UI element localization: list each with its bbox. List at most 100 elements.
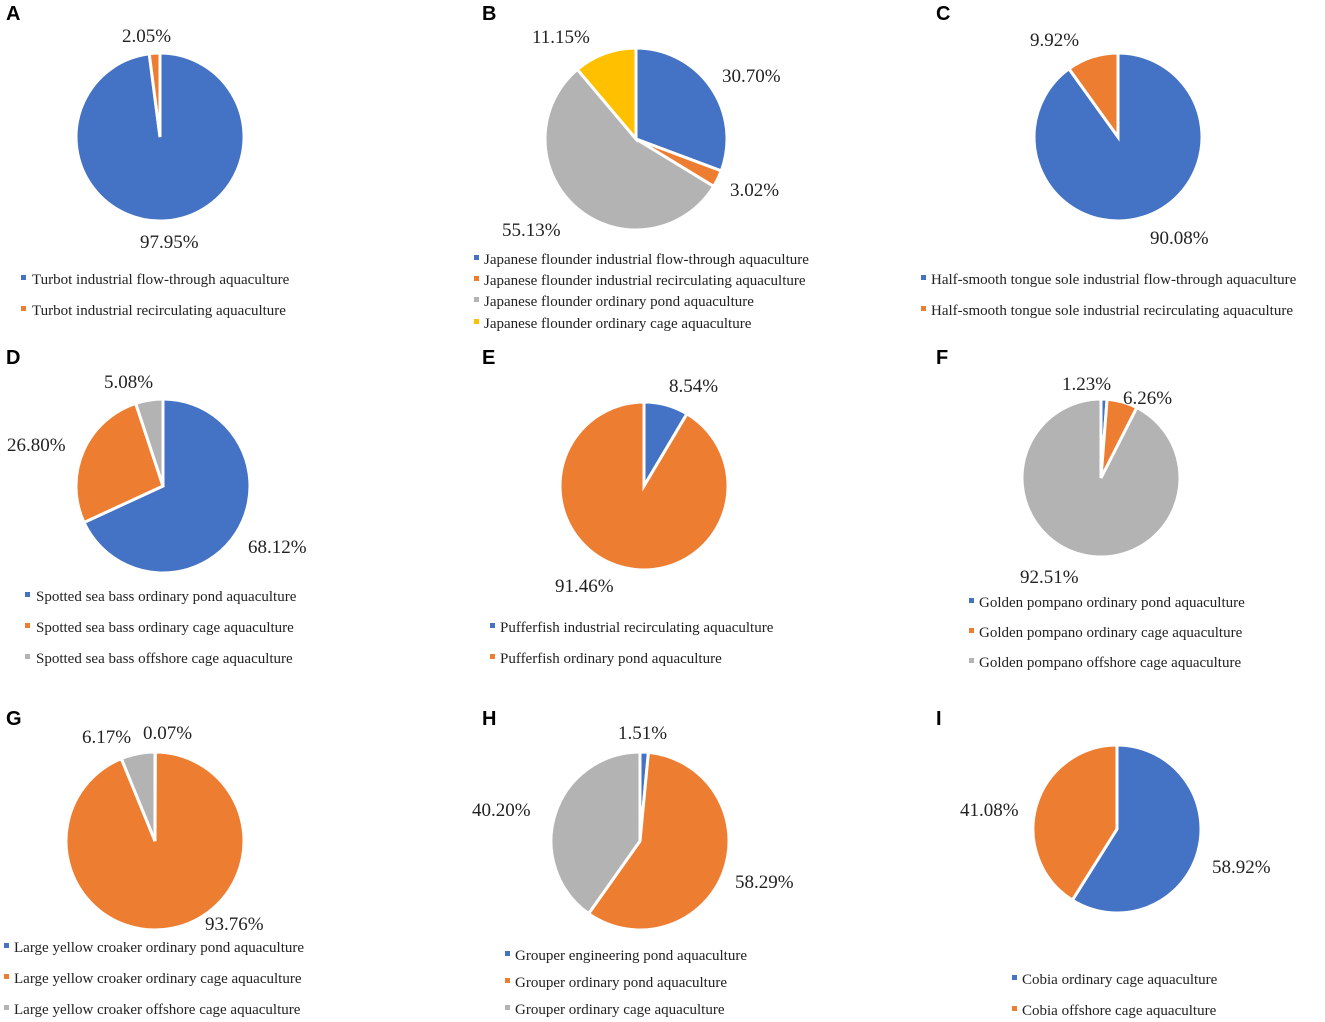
legend-swatch-i-1 [1012,1006,1017,1011]
pct-label-h-pond: 58.29% [735,872,794,893]
legend-text-c-1: Half-smooth tongue sole industrial recir… [931,303,1293,319]
panel-letter-c: C [936,3,950,25]
pie-slice-d-1 [74,401,165,525]
legend-text-b-0: Japanese flounder industrial flow-throug… [484,252,809,268]
legend-swatch-b-3 [474,319,479,324]
legend-e: Pufferfish industrial recirculating aqua… [490,620,774,667]
legend-text-a-1: Turbot industrial recirculating aquacult… [32,303,286,319]
pct-label-d-cage: 26.80% [7,435,66,456]
panel-letter-e: E [482,347,495,369]
pie-i [1031,743,1203,915]
panel-letter-g: G [6,708,22,730]
pct-label-d-pond: 68.12% [248,537,307,558]
pct-label-g-cage: 93.76% [205,914,264,935]
legend-swatch-b-1 [474,276,479,281]
legend-text-b-1: Japanese flounder industrial recirculati… [484,273,806,289]
legend-swatch-g-2 [4,1005,9,1010]
panel-b: B 11.15% 30.70% 3.02% 55.13% Japanese fl… [474,3,809,332]
legend-swatch-e-1 [490,654,495,659]
legend-i: Cobia ordinary cage aquaculture Cobia of… [1012,972,1218,1019]
legend-swatch-h-0 [505,951,510,956]
pie-f [1020,397,1182,559]
legend-swatch-i-0 [1012,975,1017,980]
panel-h: H 1.51% 40.20% 58.29% Grouper engineerin… [472,708,794,1018]
pie-g [64,750,246,932]
legend-text-d-2: Spotted sea bass offshore cage aquacultu… [36,651,293,667]
panel-letter-a: A [6,3,20,25]
legend-text-b-3: Japanese flounder ordinary cage aquacult… [484,316,752,332]
legend-g: Large yellow croaker ordinary pond aquac… [4,940,304,1018]
legend-text-h-1: Grouper ordinary pond aquaculture [515,975,727,991]
pie-a [74,51,246,223]
legend-swatch-h-1 [505,978,510,983]
pie-slice-b-3 [575,46,638,144]
pct-label-h-engineering: 1.51% [618,723,667,744]
legend-swatch-d-0 [25,592,30,597]
legend-swatch-c-1 [921,306,926,311]
legend-swatch-f-2 [969,658,974,663]
legend-swatch-b-2 [474,297,479,302]
panel-letter-f: F [936,347,948,369]
panel-a: A 2.05% 97.95% Turbot industrial flow-th… [6,3,290,319]
panel-f: F 1.23% 6.26% 92.51% Golden pompano ordi… [936,347,1245,671]
panel-d: D 5.08% 26.80% 68.12% Spotted sea bass o… [6,347,307,667]
legend-c: Half-smooth tongue sole industrial flow-… [921,272,1297,319]
panel-c: C 9.92% 90.08% Half-smooth tongue sole i… [921,3,1297,319]
pie-slice-c-1 [1066,51,1120,142]
pie-h [549,750,731,932]
legend-text-g-0: Large yellow croaker ordinary pond aquac… [14,940,304,956]
pct-label-f-pond: 1.23% [1062,374,1111,395]
legend-text-g-1: Large yellow croaker ordinary cage aquac… [14,971,302,987]
pct-label-i-ordinary: 58.92% [1212,857,1271,878]
pct-label-b-cage: 11.15% [532,27,590,48]
legend-text-e-1: Pufferfish ordinary pond aquaculture [500,651,722,667]
pct-label-g-pond: 0.07% [143,723,192,744]
legend-text-f-0: Golden pompano ordinary pond aquaculture [979,595,1245,611]
legend-text-g-2: Large yellow croaker offshore cage aquac… [14,1002,301,1018]
legend-swatch-a-1 [21,306,26,311]
legend-swatch-c-0 [921,275,926,280]
pie-slice-e-1 [558,400,730,572]
pct-label-e-recirculating: 8.54% [669,376,718,397]
pct-label-e-pond: 91.46% [555,576,614,597]
pie-slice-b-0 [634,46,729,173]
pie-d [74,397,252,575]
pct-label-b-flow-through: 30.70% [722,66,781,87]
pct-label-f-cage: 6.26% [1123,388,1172,409]
pct-label-b-pond: 55.13% [502,220,561,241]
pct-label-b-recirculating: 3.02% [730,180,779,201]
pie-slice-i-0 [1070,743,1203,915]
legend-swatch-b-0 [474,255,479,260]
pie-slice-d-2 [133,397,165,487]
panel-letter-i: I [936,708,942,730]
pie-slice-d-0 [82,397,252,575]
pie-b [543,46,729,232]
pct-label-g-offshore: 6.17% [82,727,131,748]
pie-slice-f-2 [1020,397,1182,559]
legend-text-i-1: Cobia offshore cage aquaculture [1022,1003,1217,1019]
legend-swatch-h-2 [505,1005,510,1010]
pie-slice-a-1 [147,51,162,138]
pie-slice-h-1 [586,750,731,932]
pct-label-d-offshore: 5.08% [104,372,153,393]
legend-swatch-g-0 [4,943,9,948]
pie-e [558,400,730,572]
legend-text-a-0: Turbot industrial flow-through aquacultu… [32,272,290,288]
legend-b: Japanese flounder industrial flow-throug… [474,252,809,332]
pie-slice-g-2 [119,750,157,842]
pct-label-f-offshore: 92.51% [1020,567,1079,588]
legend-text-h-0: Grouper engineering pond aquaculture [515,948,747,964]
legend-swatch-f-0 [969,598,974,603]
legend-a: Turbot industrial flow-through aquacultu… [21,272,290,319]
pie-slice-b-2 [543,67,716,232]
legend-text-f-2: Golden pompano offshore cage aquaculture [979,655,1241,671]
panel-g: G 6.17% 0.07% 93.76% Large yellow croake… [4,708,304,1018]
pct-label-a-flow-through: 2.05% [122,26,171,47]
legend-text-d-1: Spotted sea bass ordinary cage aquacultu… [36,620,294,636]
legend-text-i-0: Cobia ordinary cage aquaculture [1022,972,1218,988]
pie-c [1032,51,1204,223]
legend-text-d-0: Spotted sea bass ordinary pond aquacultu… [36,589,297,605]
legend-swatch-e-0 [490,623,495,628]
legend-text-b-2: Japanese flounder ordinary pond aquacult… [484,294,754,310]
